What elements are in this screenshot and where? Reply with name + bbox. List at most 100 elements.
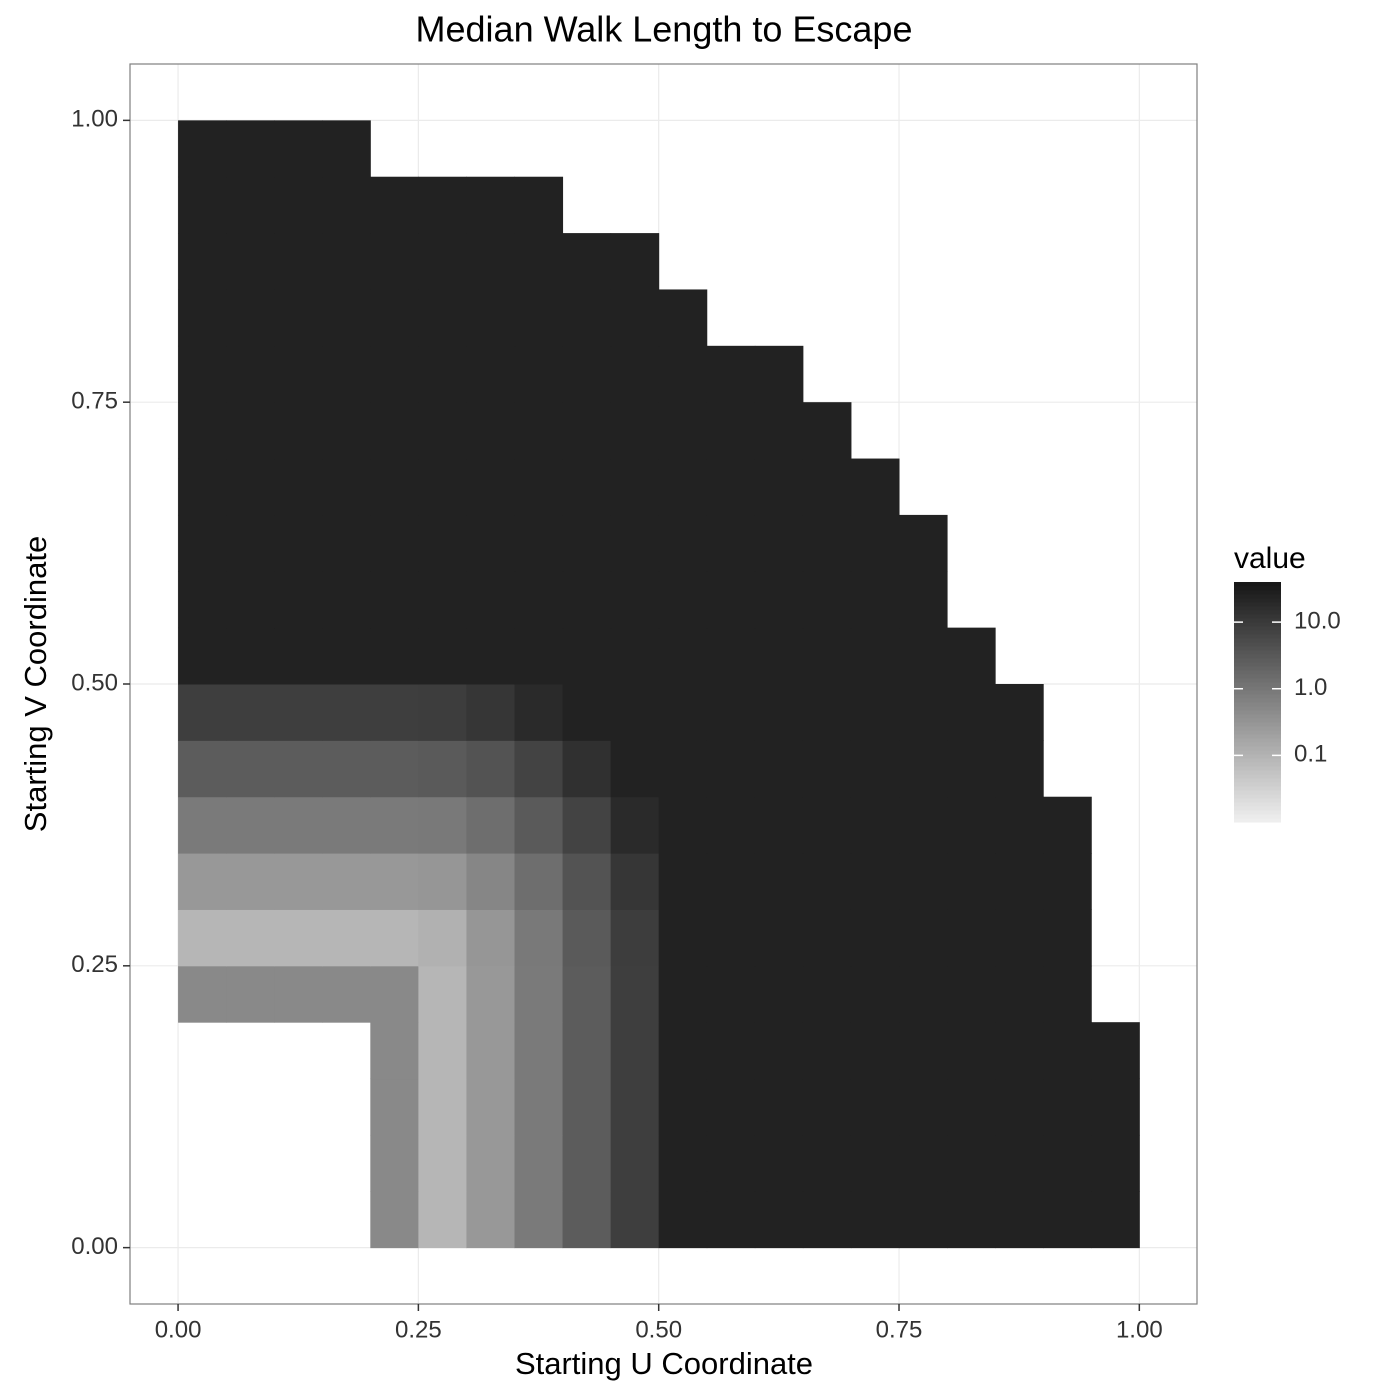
colorbar-segment [1234,802,1281,807]
heatmap-cell [226,909,275,967]
heatmap-cell [610,1022,660,1080]
heatmap-cell [466,571,516,629]
heatmap-cell [802,571,852,629]
heatmap-cell [754,965,804,1023]
heatmap-cell [178,176,227,234]
y-tick-label: 0.50 [71,669,118,696]
heatmap-cell [1091,1022,1140,1080]
heatmap-cell [322,345,371,403]
heatmap-cell [658,909,708,967]
heatmap-cell [274,514,323,572]
heatmap-cell [610,1134,660,1192]
heatmap-cell [995,909,1044,967]
colorbar-segment [1234,798,1281,803]
heatmap-cell [322,176,371,234]
heatmap-cell [899,514,948,572]
heatmap-cell [754,1078,804,1136]
colorbar-segment [1234,654,1281,659]
colorbar-segment [1234,722,1281,727]
colorbar-segment [1234,762,1281,767]
heatmap-cell [418,627,467,685]
heatmap-cell [514,458,564,516]
heatmap-cell [562,1134,612,1192]
heatmap-cell [1091,1078,1140,1136]
heatmap-cell [658,740,708,798]
heatmap-cell [658,345,708,403]
y-tick-label: 1.00 [71,106,118,133]
colorbar-segment [1234,818,1281,823]
heatmap-cell [514,345,564,403]
heatmap-cell [658,627,708,685]
heatmap-cell [514,853,564,910]
heatmap-cell [1043,796,1092,854]
heatmap-cell [178,627,227,685]
heatmap-cell [514,965,564,1023]
colorbar-segment [1234,666,1281,671]
heatmap-cell [514,627,564,685]
heatmap-cell [754,1134,804,1192]
heatmap-cell [1043,965,1092,1023]
heatmap-cell [850,1078,900,1136]
colorbar-segment [1234,634,1281,639]
heatmap-cell [562,853,612,910]
heatmap-cell [850,1134,900,1192]
colorbar-tick-label: 0.1 [1294,741,1327,768]
heatmap-cell [610,909,660,967]
heatmap-cell [514,1022,564,1080]
colorbar-segment [1234,782,1281,787]
heatmap-cell [274,965,323,1023]
heatmap-cell [562,740,612,798]
heatmap-cell [370,684,419,741]
heatmap-cell [802,1022,852,1080]
heatmap-cell [466,458,516,516]
heatmap-cell [226,965,275,1023]
heatmap-cell [802,965,852,1023]
heatmap-cell [370,1078,419,1136]
heatmap-cell [947,740,996,798]
heatmap-cell [802,796,852,854]
heatmap-cell [995,1022,1044,1080]
colorbar-segment [1234,810,1281,815]
heatmap-cell [754,740,804,798]
heatmap-cell [178,289,227,347]
heatmap-cell [706,1078,756,1136]
heatmap-cell [418,176,467,234]
heatmap-cell [418,458,467,516]
heatmap-cell [274,402,323,460]
heatmap-cell [418,684,467,741]
colorbar-segment [1234,714,1281,719]
heatmap-cell [754,627,804,685]
heatmap-cell [514,740,564,798]
heatmap-cell [802,514,852,572]
x-tick-label: 0.75 [876,1316,923,1343]
heatmap-cell [947,1191,996,1249]
colorbar-segment [1234,706,1281,711]
heatmap-cell [658,853,708,910]
heatmap-cell [322,740,371,798]
colorbar-segment [1234,614,1281,619]
heatmap-cell [226,514,275,572]
colorbar-segment [1234,650,1281,655]
heatmap-cell [658,402,708,460]
heatmap-cell [562,402,612,460]
heatmap-cell [466,1191,516,1249]
heatmap-cell [226,289,275,347]
heatmap-cell [995,853,1044,910]
heatmap-cell [562,345,612,403]
heatmap-cell [322,965,371,1023]
heatmap-cell [658,1078,708,1136]
heatmap-cell [178,402,227,460]
heatmap-cell [850,458,900,516]
heatmap-cell [995,684,1044,741]
colorbar-segment [1234,682,1281,687]
heatmap-cell [610,965,660,1023]
heatmap-cell [562,1191,612,1249]
heatmap-cell [1043,853,1092,910]
heatmap-cell [418,796,467,854]
heatmap-cell [947,909,996,967]
heatmap-cell [418,1191,467,1249]
heatmap-cell [610,233,660,290]
colorbar-segment [1234,626,1281,631]
heatmap-cell [899,1191,948,1249]
colorbar-segment [1234,698,1281,703]
